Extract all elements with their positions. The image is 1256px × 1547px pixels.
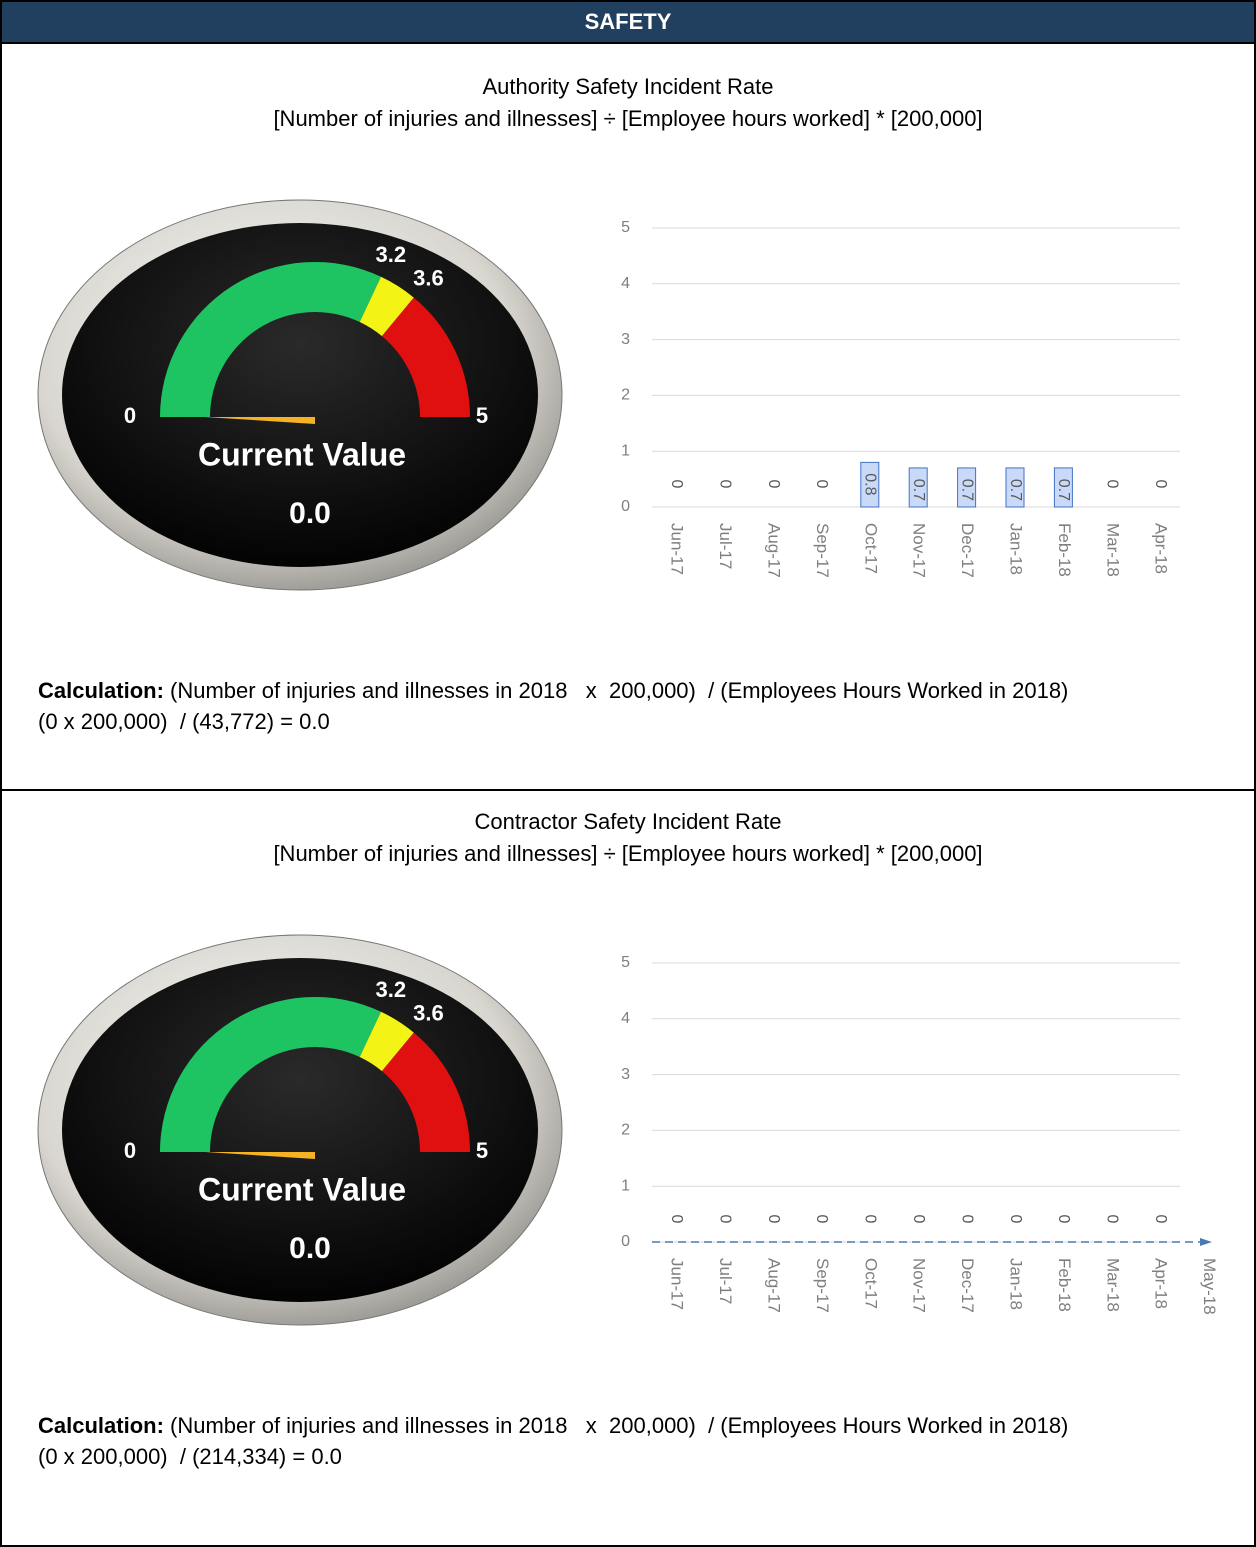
calculation: Calculation: (Number of injuries and ill… <box>38 678 1068 703</box>
gauge-value: 0.0 <box>289 497 331 530</box>
y-tick-label: 3 <box>621 1066 630 1083</box>
y-tick-label: 4 <box>621 275 630 292</box>
data-label: 0 <box>668 1215 685 1224</box>
calculation-label: Calculation: <box>38 1413 164 1438</box>
y-tick-label: 0 <box>621 498 630 515</box>
gauge-value: 0.0 <box>289 1232 331 1265</box>
data-label: 0 <box>813 480 830 489</box>
data-label: 0 <box>765 480 782 489</box>
y-tick-label: 2 <box>621 387 630 404</box>
x-tick-label: Dec-17 <box>958 1258 977 1313</box>
gauge-caption: Current Value <box>198 1171 406 1207</box>
section-title: Authority Safety Incident Rate <box>482 74 773 99</box>
gauge-tick-label: 3.6 <box>413 1001 444 1026</box>
data-label: 0 <box>1007 1215 1024 1224</box>
x-tick-label: Jul-17 <box>716 523 735 569</box>
gauge-tick-label: 3.6 <box>413 266 444 291</box>
x-tick-label: Dec-17 <box>958 523 977 578</box>
header-title: SAFETY <box>585 9 672 34</box>
x-tick-label: Jan-18 <box>1007 523 1026 575</box>
y-tick-label: 5 <box>621 954 630 971</box>
x-tick-label: Jun-17 <box>668 523 687 575</box>
y-tick-label: 1 <box>621 1177 630 1194</box>
gauge-tick-label: 3.2 <box>375 242 406 267</box>
x-tick-label: Oct-17 <box>861 1258 880 1309</box>
formula: [Number of injuries and illnesses] ÷ [Em… <box>273 106 982 131</box>
x-tick-label: May-18 <box>1200 1258 1219 1315</box>
x-tick-label: Nov-17 <box>910 1258 929 1313</box>
formula: [Number of injuries and illnesses] ÷ [Em… <box>273 841 982 866</box>
x-tick-label: Aug-17 <box>765 523 784 578</box>
data-label: 0 <box>1152 480 1169 489</box>
data-label: 0 <box>668 480 685 489</box>
x-tick-label: Oct-17 <box>861 523 880 574</box>
calculation-result: (0 x 200,000) / (43,772) = 0.0 <box>38 709 330 734</box>
section-title: Contractor Safety Incident Rate <box>475 809 782 834</box>
calculation-result: (0 x 200,000) / (214,334) = 0.0 <box>38 1444 342 1469</box>
data-label: 0.7 <box>958 479 975 501</box>
x-tick-label: Jul-17 <box>716 1258 735 1304</box>
x-tick-label: Aug-17 <box>765 1258 784 1313</box>
calculation: Calculation: (Number of injuries and ill… <box>38 1413 1068 1438</box>
y-tick-label: 5 <box>621 219 630 236</box>
x-tick-label: Feb-18 <box>1055 1258 1074 1312</box>
data-label: 0 <box>1104 480 1121 489</box>
gauge-caption: Current Value <box>198 436 406 472</box>
x-tick-label: Sep-17 <box>813 1258 832 1313</box>
data-label: 0 <box>862 1215 879 1224</box>
x-tick-label: Nov-17 <box>910 523 929 578</box>
data-label: 0.7 <box>1007 479 1024 501</box>
data-label: 0 <box>1104 1215 1121 1224</box>
x-tick-label: Feb-18 <box>1055 523 1074 577</box>
page: {"header": {"title": "SAFETY"}, "section… <box>0 0 1256 1547</box>
y-tick-label: 1 <box>621 442 630 459</box>
calculation-text: (Number of injuries and illnesses in 201… <box>164 678 1068 703</box>
data-label: 0 <box>958 1215 975 1224</box>
calculation-text: (Number of injuries and illnesses in 201… <box>164 1413 1068 1438</box>
data-label: 0.7 <box>1055 479 1072 501</box>
x-tick-label: Apr-18 <box>1152 1258 1171 1309</box>
data-label: 0 <box>910 1215 927 1224</box>
x-tick-label: Jun-17 <box>668 1258 687 1310</box>
y-tick-label: 4 <box>621 1010 630 1027</box>
x-tick-label: Mar-18 <box>1103 1258 1122 1312</box>
calculation-label: Calculation: <box>38 678 164 703</box>
y-tick-label: 2 <box>621 1122 630 1139</box>
gauge-tick-label: 3.2 <box>375 977 406 1002</box>
x-tick-label: Apr-18 <box>1152 523 1171 574</box>
y-tick-label: 3 <box>621 331 630 348</box>
document: SAFETY Authority Safety Incident Rate [Nu… <box>0 0 1256 1547</box>
x-tick-label: Sep-17 <box>813 523 832 578</box>
gauge-tick-label: 0 <box>124 403 136 428</box>
data-label: 0 <box>1152 1215 1169 1224</box>
gauge-tick-label: 5 <box>476 1138 488 1163</box>
gauge-tick-label: 5 <box>476 403 488 428</box>
data-label: 0 <box>1055 1215 1072 1224</box>
data-label: 0.8 <box>862 473 879 495</box>
data-label: 0 <box>716 1215 733 1224</box>
data-label: 0 <box>765 1215 782 1224</box>
x-tick-label: Jan-18 <box>1007 1258 1026 1310</box>
y-tick-label: 0 <box>621 1233 630 1250</box>
gauge-tick-label: 0 <box>124 1138 136 1163</box>
data-label: 0.7 <box>910 479 927 501</box>
x-tick-label: Mar-18 <box>1103 523 1122 577</box>
data-label: 0 <box>813 1215 830 1224</box>
data-label: 0 <box>716 480 733 489</box>
